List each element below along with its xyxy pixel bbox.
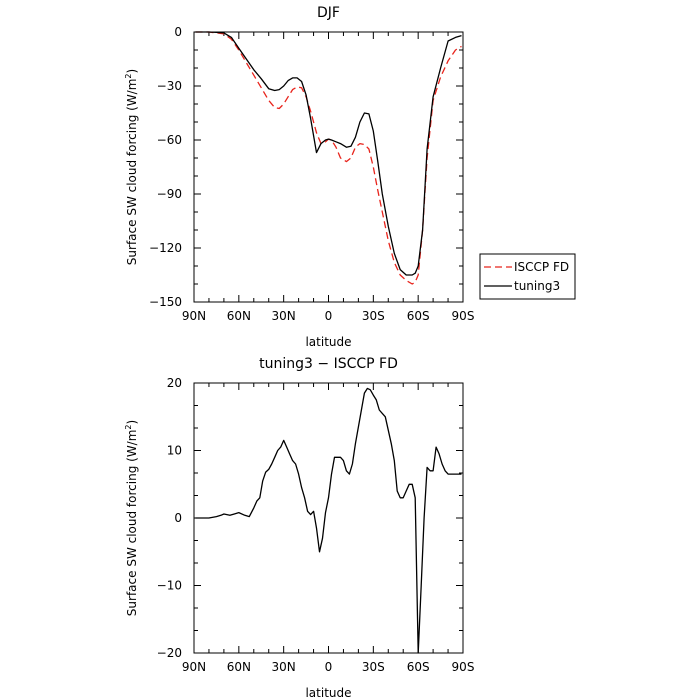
y-tick-label: −150 (149, 295, 182, 309)
y-tick-label: 20 (167, 376, 182, 390)
y-axis-label-superscript: 2 (124, 73, 133, 78)
y-axis-label-text: Surface SW cloud forcing (W/m (125, 79, 139, 266)
series-line-isccp-fd (195, 31, 462, 285)
y-axis-label: Surface SW cloud forcing (W/m2) (124, 420, 139, 616)
x-tick-label: 30N (272, 309, 296, 323)
x-tick-label: 60N (227, 309, 251, 323)
x-tick-label: 90N (182, 660, 206, 674)
plot-frame (193, 31, 464, 303)
y-tick-label: 0 (174, 511, 182, 525)
y-axis-label-text: Surface SW cloud forcing (W/m (125, 430, 139, 617)
y-axis-label: Surface SW cloud forcing (W/m2) (124, 69, 139, 265)
x-tick-label: 30N (272, 660, 296, 674)
series-line-tuning3 (195, 31, 462, 276)
x-tick-label: 60S (407, 660, 430, 674)
x-tick-label: 0 (325, 660, 333, 674)
legend: ISCCP FD tuning3 (479, 253, 576, 300)
x-tick-label: 0 (325, 309, 333, 323)
legend-label: tuning3 (514, 279, 560, 293)
x-tick-label: 90N (182, 309, 206, 323)
y-tick-label: −10 (157, 579, 182, 593)
series-line-difference (195, 387, 462, 654)
x-tick-label: 90S (452, 660, 475, 674)
chart-title: tuning3 − ISCCP FD (259, 356, 398, 372)
plot-frame (193, 382, 464, 654)
y-tick-label: 10 (167, 444, 182, 458)
y-axis-label-end: ) (125, 69, 139, 74)
x-tick-label: 90S (452, 309, 475, 323)
x-tick-label: 30S (362, 660, 385, 674)
y-tick-label: −30 (157, 79, 182, 93)
y-axis-label-end: ) (125, 420, 139, 425)
x-tick-label: 60S (407, 309, 430, 323)
x-axis-label: latitude (305, 335, 351, 349)
legend-label: ISCCP FD (514, 260, 569, 274)
y-tick-label: −20 (157, 646, 182, 660)
x-tick-label: 60N (227, 660, 251, 674)
legend-box (479, 253, 576, 300)
y-tick-label: 0 (174, 25, 182, 39)
y-tick-label: −90 (157, 187, 182, 201)
x-axis-label: latitude (305, 686, 351, 700)
chart-panel-1: DJF 90N 60N 30N 0 30S 60S 90S 0 −30 −60 −90 −120 −150… (124, 5, 576, 349)
y-tick-label: −60 (157, 133, 182, 147)
y-tick-label: −120 (149, 241, 182, 255)
y-axis-label-superscript: 2 (124, 424, 133, 429)
chart-title: DJF (317, 5, 340, 21)
x-tick-label: 30S (362, 309, 385, 323)
